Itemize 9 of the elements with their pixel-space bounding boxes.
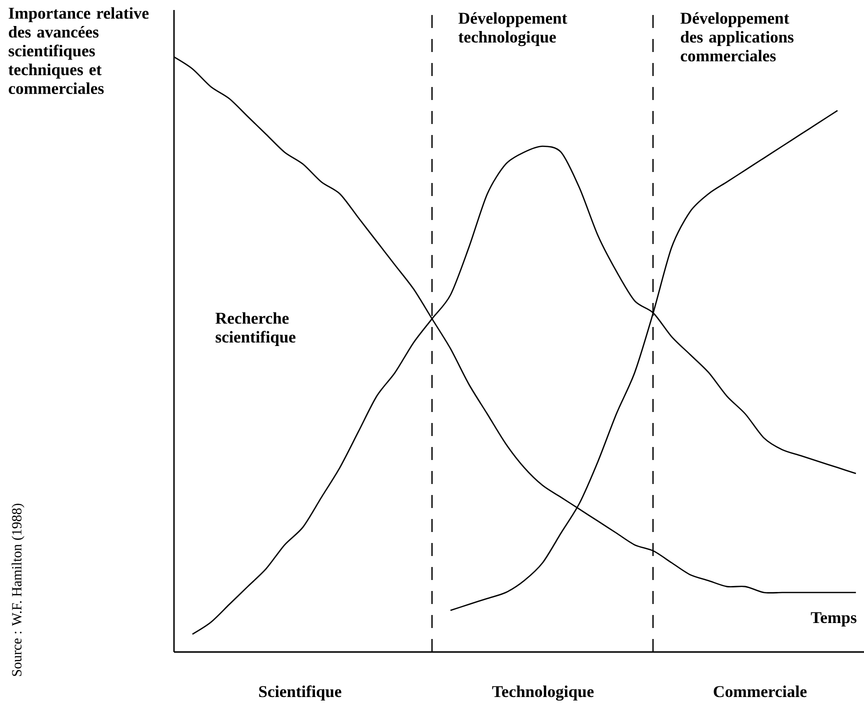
- annotation: Temps: [810, 612, 856, 627]
- text: Développement technologique: [458, 12, 568, 46]
- text: Technologique: [492, 686, 594, 701]
- text: Scientifique: [259, 685, 342, 701]
- text: Commerciale: [714, 686, 807, 698]
- source-note: Source : W.F. Hamilton (1988): [12, 504, 24, 676]
- annotation: Développement des applications commerciales: [680, 12, 794, 62]
- annotation: Recherche scientifique: [215, 312, 296, 346]
- text: Importance relative des avancées scientifiques techniques et commerciales: [8, 7, 149, 94]
